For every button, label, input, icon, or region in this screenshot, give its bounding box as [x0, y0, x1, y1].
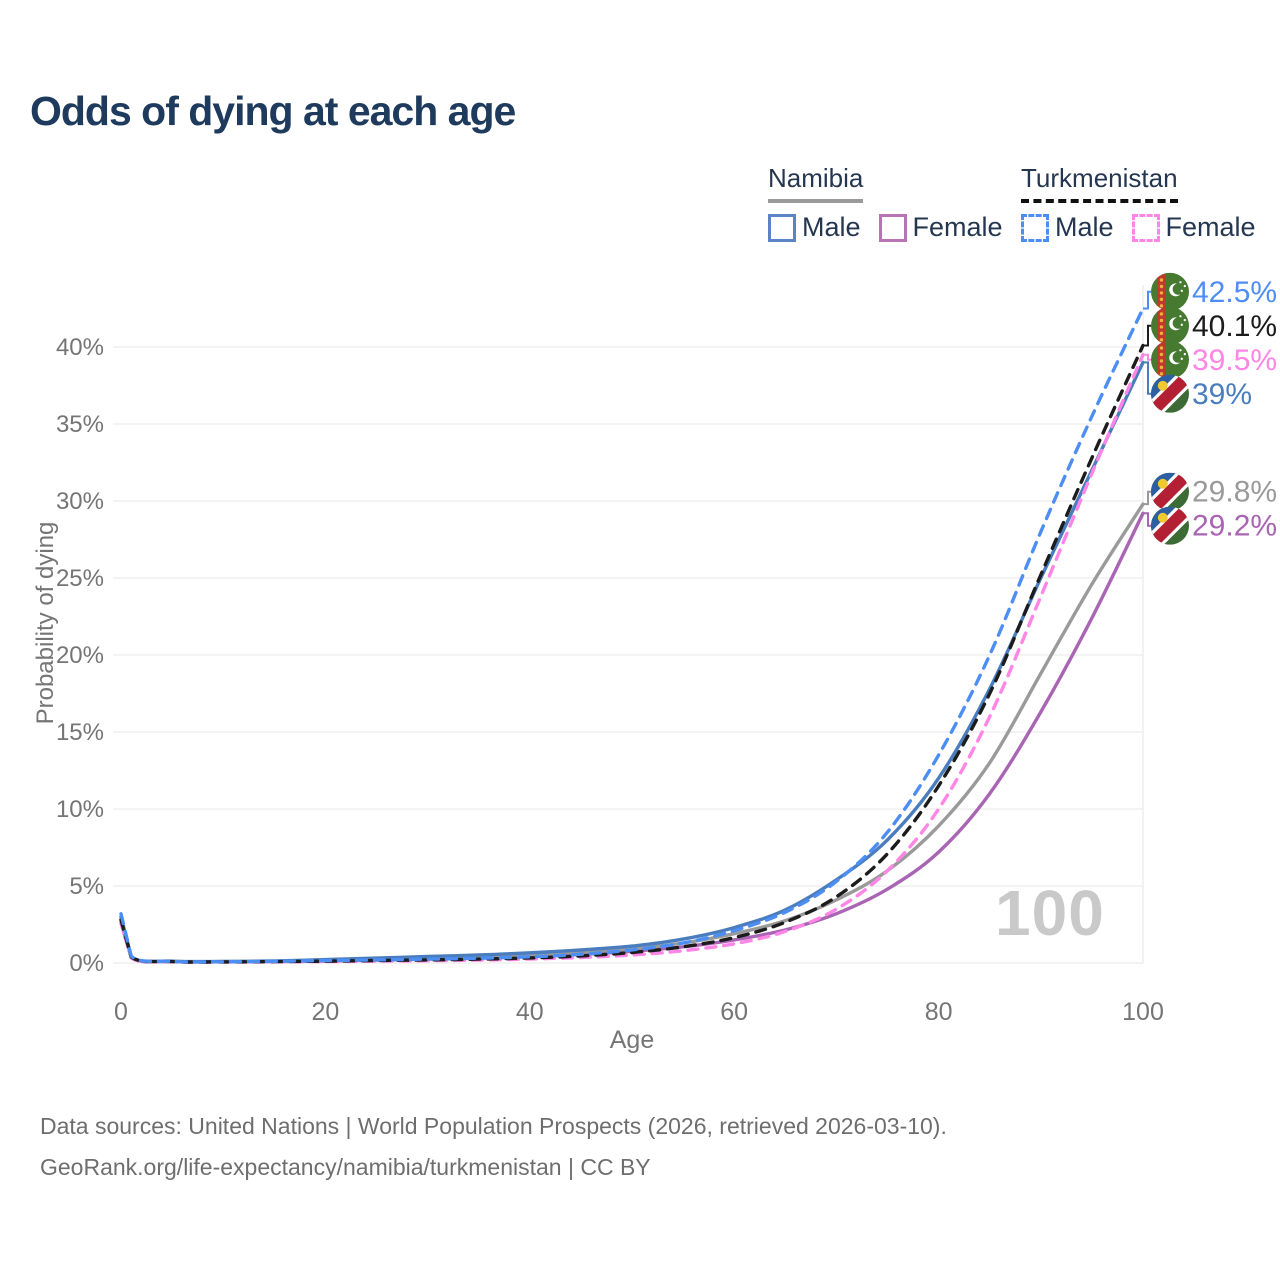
- end-label-namibia-female: 29.2%: [1143, 506, 1277, 545]
- namibia-female-swatch-icon: [878, 213, 907, 242]
- end-label-namibia-male: 39%: [1143, 361, 1252, 413]
- x-axis-label: Age: [609, 1026, 655, 1054]
- legend-item-namibia-male[interactable]: Male: [768, 212, 861, 243]
- end-value-label: 29.2%: [1192, 510, 1277, 543]
- y-tick-label: 20%: [56, 642, 104, 669]
- series-line-turkmenistan-male[interactable]: [119, 306, 1145, 964]
- turkmenistan-flag-icon: [1151, 272, 1189, 311]
- x-tick-label: 60: [720, 998, 748, 1026]
- namibia-flag-icon: [1151, 472, 1189, 511]
- data-sources-line: Data sources: United Nations | World Pop…: [40, 1113, 947, 1139]
- series-line-namibia-female[interactable]: [119, 511, 1145, 964]
- end-value-label: 39.5%: [1192, 344, 1277, 377]
- footer: Data sources: United Nations | World Pop…: [40, 1106, 947, 1188]
- series-line-turkmenistan-both[interactable]: [119, 343, 1145, 964]
- series-line-namibia-male[interactable]: [119, 360, 1145, 964]
- namibia-male-swatch-icon: [768, 213, 796, 242]
- legend-row-namibia: Male Female: [768, 212, 1003, 243]
- legend-group-namibia: Namibia Male Female: [768, 163, 1003, 243]
- turkmenistan-flag-icon: [1151, 306, 1189, 345]
- y-tick-label: 5%: [69, 873, 104, 900]
- end-value-label: 39%: [1192, 378, 1252, 411]
- legend-item-turkmenistan-female[interactable]: Female: [1131, 212, 1256, 243]
- end-label-turkmenistan-male: 42.5%: [1143, 272, 1277, 311]
- legend-group-turkmenistan: Turkmenistan Male Female: [1021, 163, 1256, 243]
- namibia-flag-icon: [1151, 374, 1189, 413]
- legend-header-turkmenistan: Turkmenistan: [1021, 163, 1178, 203]
- end-label-turkmenistan-female: 39.5%: [1143, 340, 1277, 379]
- legend-label: Female: [1165, 212, 1256, 242]
- end-value-label: 40.1%: [1192, 310, 1277, 343]
- y-tick-label: 30%: [56, 488, 104, 515]
- turkmenistan-flag-icon: [1151, 340, 1189, 379]
- legend-label: Male: [1055, 212, 1114, 242]
- x-tick-label: 100: [1122, 998, 1164, 1026]
- legend-item-namibia-female[interactable]: Female: [878, 212, 1003, 243]
- attribution-line: GeoRank.org/life-expectancy/namibia/turk…: [40, 1154, 651, 1180]
- y-axis-label: Probability of dying: [32, 521, 59, 725]
- end-label-namibia-both: 29.8%: [1143, 472, 1277, 511]
- end-label-turkmenistan-both: 40.1%: [1143, 306, 1277, 347]
- end-value-label: 42.5%: [1192, 276, 1277, 309]
- end-value-label: 29.8%: [1192, 476, 1277, 509]
- turkmenistan-female-swatch-icon: [1131, 213, 1160, 242]
- gridlines: 0% 5% 10% 15% 20% 25% 30% 35% 40% 0 20 40 60 80 100: [56, 285, 1164, 1026]
- legend-label: Male: [802, 212, 861, 242]
- x-tick-label: 40: [516, 998, 544, 1026]
- x-tick-label: 0: [114, 998, 128, 1026]
- y-tick-label: 35%: [56, 411, 104, 438]
- age-watermark: 100: [995, 877, 1105, 949]
- legend-header-namibia: Namibia: [768, 163, 864, 203]
- legend-item-turkmenistan-male[interactable]: Male: [1021, 212, 1114, 243]
- x-tick-label: 80: [925, 998, 953, 1026]
- y-tick-label: 0%: [69, 950, 104, 977]
- namibia-flag-icon: [1151, 506, 1189, 545]
- x-tick-label: 20: [311, 998, 339, 1026]
- y-tick-label: 40%: [56, 334, 104, 361]
- page-title: Odds of dying at each age: [30, 88, 516, 134]
- y-tick-label: 10%: [56, 796, 104, 823]
- series-line-namibia-both[interactable]: [119, 502, 1145, 964]
- turkmenistan-male-swatch-icon: [1021, 213, 1049, 242]
- legend-label: Female: [912, 212, 1003, 242]
- series-line-turkmenistan-female[interactable]: [119, 353, 1145, 964]
- y-tick-label: 25%: [56, 565, 104, 592]
- y-tick-label: 15%: [56, 719, 104, 746]
- legend-row-turkmenistan: Male Female: [1021, 212, 1256, 243]
